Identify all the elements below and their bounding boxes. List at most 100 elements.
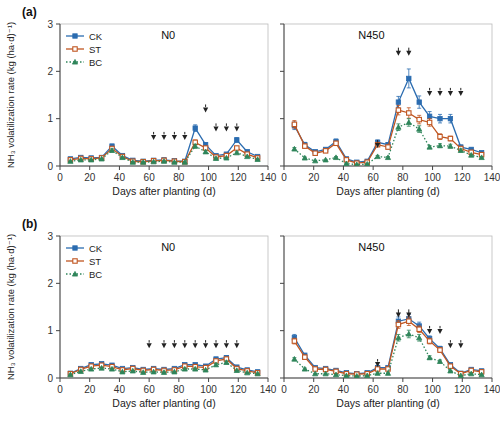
annotation-label: N450 [358, 29, 384, 41]
data-point [417, 335, 422, 340]
data-point [417, 100, 421, 104]
arrow [161, 132, 166, 140]
data-point [203, 367, 208, 372]
x-tick-label: 80 [173, 384, 185, 395]
data-point [354, 162, 359, 166]
data-point [151, 159, 156, 164]
data-point [161, 159, 166, 164]
data-point [182, 366, 187, 371]
x-tick [373, 378, 374, 382]
y-tick [56, 71, 60, 72]
data-point [213, 362, 218, 367]
y-tick-label: 2 [47, 66, 53, 77]
data-point [406, 120, 411, 125]
y-tick-label: 3 [47, 231, 53, 242]
arrow [427, 326, 432, 334]
data-point [354, 374, 359, 378]
legend-marker [72, 59, 77, 64]
arrow [234, 123, 239, 131]
arrow-head [172, 343, 177, 348]
error-bar [396, 124, 400, 131]
y-axis-line [60, 236, 61, 378]
series-line [70, 362, 257, 374]
x-tick [149, 166, 150, 170]
data-point [333, 372, 338, 377]
data-point [437, 143, 442, 148]
error-bar [407, 108, 411, 118]
legend-entry: ST [66, 44, 101, 55]
data-point [313, 151, 317, 155]
data-point [99, 156, 104, 161]
data-point [172, 159, 176, 163]
data-point [386, 145, 390, 149]
data-point [109, 148, 114, 153]
error-bar [193, 144, 197, 148]
x-tick-label: 140 [484, 172, 500, 183]
error-bar [448, 114, 452, 123]
x-tick-label: 120 [454, 172, 471, 183]
error-bar [448, 136, 452, 141]
data-point [130, 160, 135, 165]
legend-label: ST [89, 44, 101, 55]
arrow [396, 309, 401, 317]
y-tick [56, 330, 60, 331]
y-axis-label: NH₃ volatilization rate (kg (ha·d)⁻¹) [5, 22, 16, 168]
data-point [396, 322, 400, 326]
x-tick-label: 120 [230, 384, 247, 395]
x-axis-label: Days after planting (d) [112, 397, 215, 409]
error-bar [303, 144, 307, 148]
error-bar [438, 144, 442, 148]
data-point [303, 144, 307, 148]
data-point [323, 149, 327, 153]
x-tick-label: 60 [368, 172, 380, 183]
y-axis-line [284, 236, 285, 378]
error-bar [303, 355, 307, 359]
arrow-head [458, 91, 463, 96]
data-point [448, 144, 453, 149]
arrow [147, 340, 152, 348]
error-bar [292, 121, 296, 129]
error-bar [417, 96, 421, 108]
x-tick-label: 0 [57, 172, 63, 183]
x-tick-label: 120 [230, 172, 247, 183]
x-axis-label: Days after planting (d) [336, 397, 439, 409]
arrow [375, 140, 380, 148]
arrow [161, 340, 166, 348]
data-point [234, 368, 239, 373]
legend: CKSTBC [66, 31, 103, 68]
error-bar [438, 348, 442, 353]
x-tick [208, 166, 209, 170]
x-tick-label: 140 [260, 172, 277, 183]
y-tick [280, 24, 284, 25]
arrow-head [224, 126, 229, 131]
error-bar [292, 338, 296, 344]
y-tick [56, 378, 60, 379]
y-tick [56, 283, 60, 284]
error-bar [396, 321, 400, 329]
y-tick [280, 330, 284, 331]
data-point [302, 366, 307, 371]
legend-label: ST [89, 256, 101, 267]
data-point [396, 100, 400, 104]
error-bar [235, 147, 239, 150]
x-tick [268, 166, 269, 170]
series-line [294, 321, 481, 374]
x-tick-label: 40 [114, 384, 126, 395]
x-tick-label: 40 [338, 384, 350, 395]
arrow-head [203, 108, 208, 113]
x-axis-line [60, 378, 268, 379]
error-bar [438, 114, 442, 123]
x-tick [492, 166, 493, 170]
x-tick [284, 166, 285, 170]
data-point [385, 155, 390, 160]
x-axis-label: Days after planting (d) [112, 185, 215, 197]
arrow [203, 340, 208, 348]
data-point [396, 125, 401, 130]
chart-root: 0123020406080100120140Days after plantin… [0, 0, 500, 422]
x-axis-line [60, 166, 268, 167]
data-point [396, 335, 401, 340]
data-point [323, 371, 328, 376]
data-point [120, 154, 124, 158]
arrow [213, 123, 218, 131]
x-tick [402, 166, 403, 170]
